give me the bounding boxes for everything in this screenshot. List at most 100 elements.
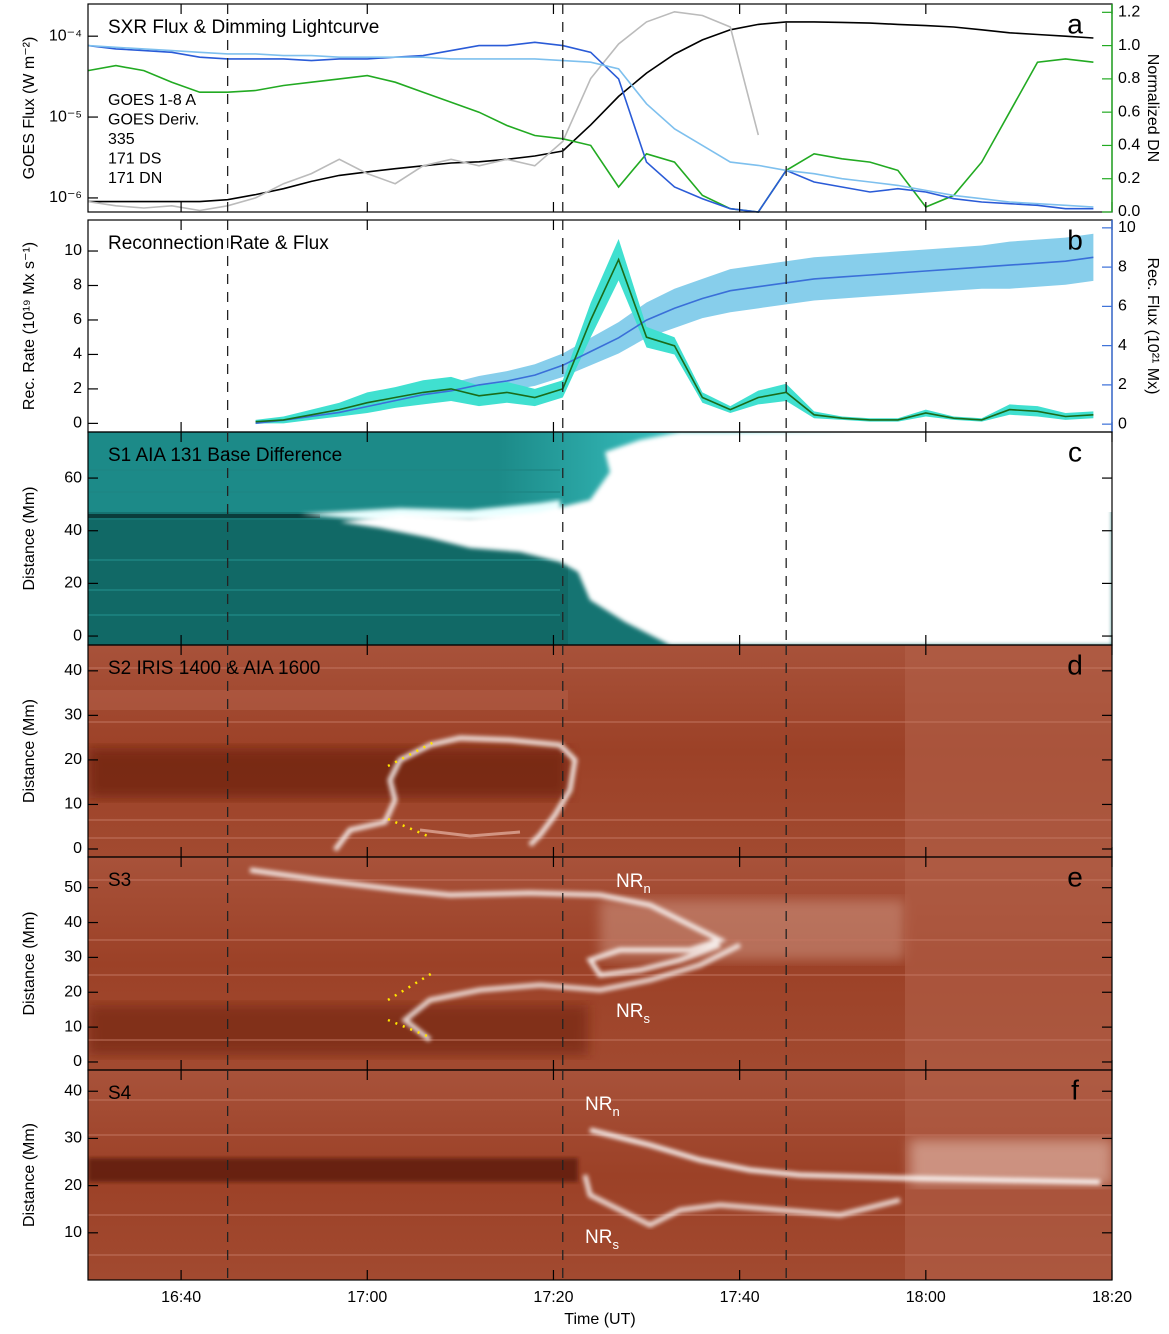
y-tick-label: 4 <box>73 346 82 363</box>
panel-title: S1 AIA 131 Base Difference <box>108 445 342 466</box>
y2-axis-label: Normalized DN <box>1144 54 1161 162</box>
y-tick-label: 20 <box>64 575 82 592</box>
y2-tick-label: 0.0 <box>1118 203 1140 220</box>
y-tick-label: 40 <box>64 662 82 679</box>
annotation: NRn <box>616 871 651 896</box>
y-axis-label: Distance (Mm) <box>21 911 38 1015</box>
legend-entry: 171 DN <box>108 170 162 187</box>
y-tick-label: 2 <box>73 380 82 397</box>
x-tick-label: 18:20 <box>1092 1289 1132 1306</box>
y-tick-label: 40 <box>64 914 82 931</box>
y-tick-label: 0 <box>73 1053 82 1070</box>
panel-title: SXR Flux & Dimming Lightcurve <box>108 17 379 38</box>
y-tick-label: 10 <box>64 242 82 259</box>
legend-entry: 335 <box>108 131 135 148</box>
y-tick-label: 10⁻⁴ <box>49 27 82 44</box>
panel-title: S4 <box>108 1083 132 1104</box>
panel-c-image <box>88 432 1112 645</box>
annotation-text: NR <box>616 1001 643 1022</box>
y-axis-label: GOES Flux (W m⁻²) <box>21 37 38 180</box>
y2-tick-label: 2 <box>1118 376 1127 393</box>
legend-entry: 171 DS <box>108 151 161 168</box>
panel-label: f <box>1071 1074 1079 1105</box>
annotation-sub: s <box>643 1011 650 1026</box>
series-line <box>87 10 760 212</box>
annotation-text: NR <box>616 871 643 892</box>
panel-label: b <box>1067 224 1083 255</box>
series-line <box>87 44 1094 208</box>
y2-tick-label: 1.2 <box>1118 4 1140 21</box>
y2-tick-label: 0.2 <box>1118 170 1140 187</box>
legend-entry: GOES 1-8 A <box>108 92 196 109</box>
x-axis-label: Time (UT) <box>564 1311 635 1328</box>
panel-e-image <box>88 857 1112 1070</box>
series-line <box>88 21 1094 203</box>
y-tick-label: 20 <box>64 1177 82 1194</box>
y-tick-label: 20 <box>64 983 82 1000</box>
panel-label: c <box>1068 436 1082 467</box>
y-axis-label: Distance (Mm) <box>21 1123 38 1227</box>
y-tick-label: 0 <box>73 415 82 432</box>
y2-tick-label: 0.6 <box>1118 103 1140 120</box>
error-band <box>255 238 1094 424</box>
y-tick-label: 0 <box>73 627 82 644</box>
y-tick-label: 8 <box>73 277 82 294</box>
x-tick-label: 17:40 <box>720 1289 760 1306</box>
y-tick-label: 40 <box>64 522 82 539</box>
series-line <box>87 58 1094 213</box>
y-tick-label: 6 <box>73 311 82 328</box>
x-tick-label: 17:20 <box>533 1289 573 1306</box>
panel-f-image <box>88 1070 1112 1280</box>
y-tick-label: 0 <box>73 840 82 857</box>
y2-tick-label: 4 <box>1118 337 1127 354</box>
legend-entry: GOES Deriv. <box>108 112 199 129</box>
panel-d-image <box>88 645 1112 857</box>
y-tick-label: 10⁻⁶ <box>49 189 82 206</box>
error-band <box>255 233 1094 425</box>
y2-tick-label: 10 <box>1118 219 1136 236</box>
annotation-sub: n <box>612 1104 619 1119</box>
y-tick-label: 30 <box>64 1130 82 1147</box>
annotation-text: NR <box>585 1227 612 1248</box>
x-tick-label: 16:40 <box>161 1289 201 1306</box>
series-line <box>255 256 1094 424</box>
y2-tick-label: 0.8 <box>1118 70 1140 87</box>
annotation: NRs <box>585 1227 619 1252</box>
y-axis-label: Distance (Mm) <box>21 486 38 590</box>
y2-tick-label: 6 <box>1118 298 1127 315</box>
y-tick-label: 20 <box>64 751 82 768</box>
series-line <box>255 257 1094 423</box>
panel-label: a <box>1067 8 1083 39</box>
panel-label: e <box>1067 861 1083 892</box>
x-tick-label: 18:00 <box>906 1289 946 1306</box>
annotation: NRn <box>585 1094 620 1119</box>
y-tick-label: 40 <box>64 1082 82 1099</box>
y-tick-label: 10 <box>64 1018 82 1035</box>
y2-tick-label: 0.4 <box>1118 137 1140 154</box>
y2-tick-label: 1.0 <box>1118 37 1140 54</box>
series-line <box>87 41 1094 213</box>
panel-title: S2 IRIS 1400 & AIA 1600 <box>108 658 320 679</box>
x-tick-label: 17:00 <box>347 1289 387 1306</box>
panel-title: S3 <box>108 870 131 891</box>
y-tick-label: 10 <box>64 796 82 813</box>
annotation-sub: s <box>612 1237 619 1252</box>
y-axis-label: Distance (Mm) <box>21 699 38 803</box>
y-tick-label: 60 <box>64 469 82 486</box>
plot-frame <box>87 1069 1113 1281</box>
y2-axis-label: Rec. Flux (10²¹ Mx) <box>1144 258 1161 395</box>
panel-label: d <box>1067 649 1083 680</box>
y-axis-label: Rec. Rate (10¹⁹ Mx s⁻¹) <box>21 242 38 410</box>
y-tick-label: 30 <box>64 707 82 724</box>
annotation-text: NR <box>585 1094 612 1115</box>
y-tick-label: 50 <box>64 879 82 896</box>
y2-tick-label: 8 <box>1118 258 1127 275</box>
y-tick-label: 10⁻⁵ <box>49 108 82 125</box>
annotation: NRs <box>616 1001 650 1026</box>
panel-title: Reconnection Rate & Flux <box>108 233 329 254</box>
y-tick-label: 10 <box>64 1224 82 1241</box>
y-tick-label: 30 <box>64 949 82 966</box>
annotation-sub: n <box>643 881 650 896</box>
y2-tick-label: 0 <box>1118 415 1127 432</box>
